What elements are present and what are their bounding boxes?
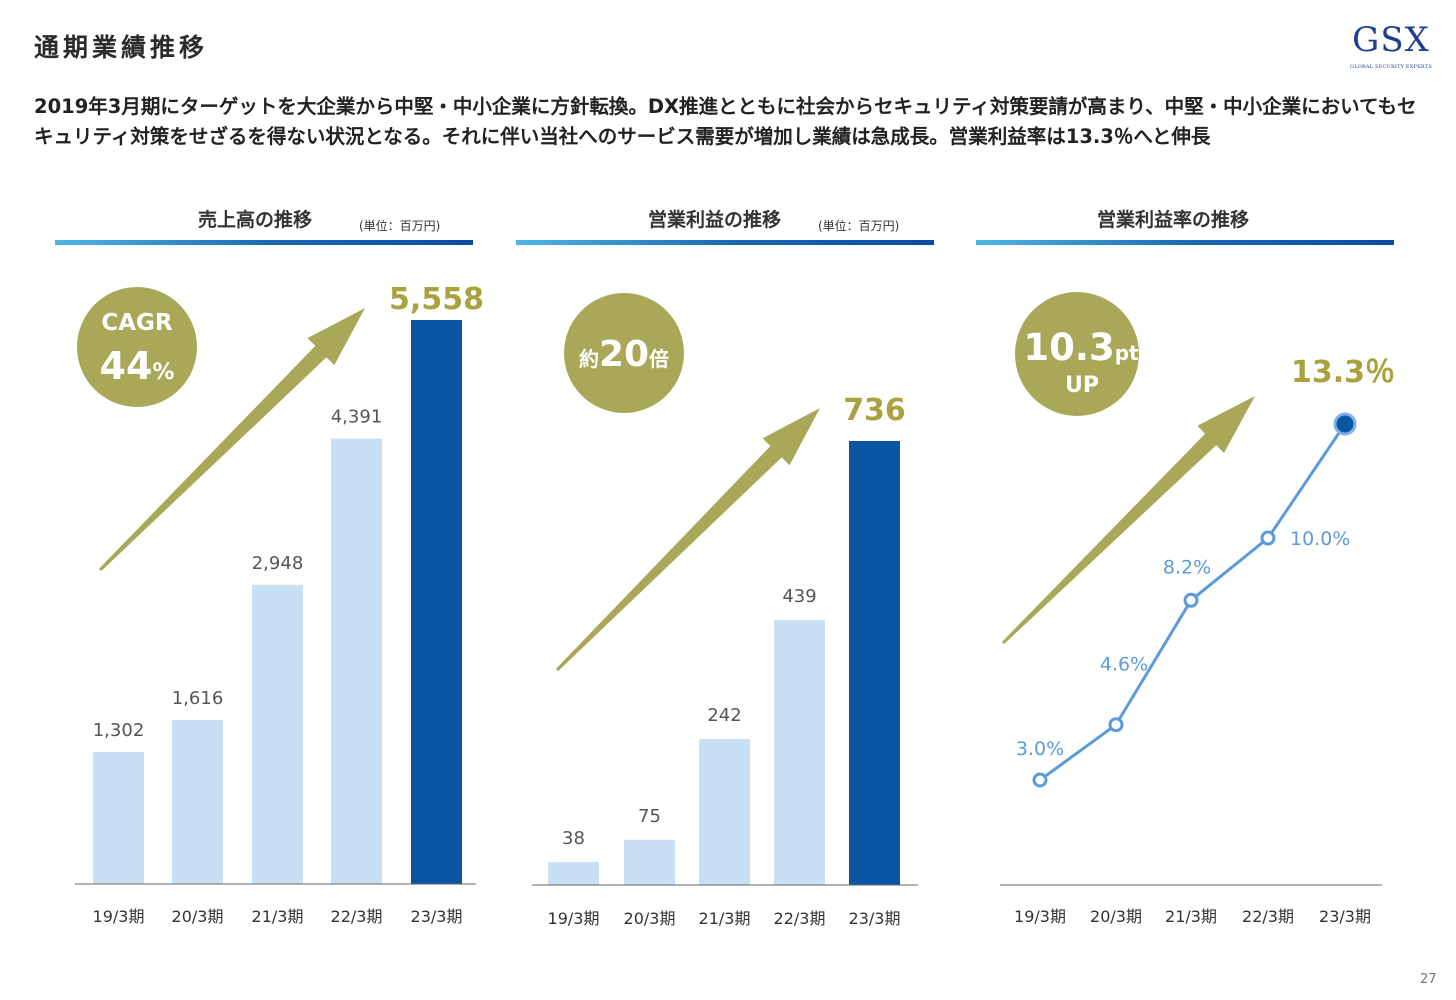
x-tick-label-margin: 19/3期 (1014, 907, 1066, 926)
bar-sales-23/3期 (411, 320, 462, 884)
bar-sales-20/3期 (172, 720, 223, 884)
panel-header-profit: 営業利益の推移 (単位：百万円) (516, 205, 934, 245)
x-tick-label-profit: 22/3期 (774, 909, 826, 928)
multiple-badge (564, 293, 684, 413)
x-tick-label-margin: 20/3期 (1090, 907, 1142, 926)
x-tick-label-sales: 20/3期 (172, 907, 224, 926)
data-label-margin: 13.3％ (1291, 355, 1395, 390)
data-label-sales: 5,558 (389, 282, 484, 317)
chart-profit-bars: 38 19/3期 75 20/3期 242 21/3期 439 22/3期 736 23/3期 (548, 393, 906, 928)
x-tick-label-profit: 19/3期 (548, 909, 600, 928)
gsx-logo: GSX GLOBAL SECURITY EXPERTS (1346, 20, 1436, 76)
cagr-value-number: 44 (100, 344, 153, 388)
data-label-sales: 1,616 (172, 688, 224, 709)
multiple-badge-value: 約20倍 (579, 334, 669, 375)
growth-arrow-profit (555, 408, 820, 672)
logo-subtext: GLOBAL SECURITY EXPERTS (1350, 64, 1432, 70)
bar-profit-19/3期 (548, 862, 599, 885)
data-label-profit: 736 (843, 393, 906, 428)
margin-badge-suffix: pt (1115, 341, 1139, 365)
x-tick-label-margin: 23/3期 (1319, 907, 1371, 926)
chart-margin-line: 3.0% 19/3期 4.6% 20/3期 8.2% 21/3期 10.0% 22/3期 13.… (1014, 355, 1395, 926)
x-tick-label-sales: 23/3期 (411, 907, 463, 926)
margin-badge-value: 10.3pt (1023, 326, 1139, 369)
data-label-profit: 38 (562, 828, 585, 849)
bar-profit-23/3期 (849, 441, 900, 885)
summary-text: 2019年3月期にターゲットを大企業から中堅・中小企業に方針転換。DX推進ととも… (34, 95, 1417, 148)
x-tick-label-sales: 22/3期 (331, 907, 383, 926)
cagr-badge (77, 287, 197, 407)
data-label-sales: 2,948 (252, 553, 304, 574)
panel-unit-profit: (単位：百万円) (818, 219, 900, 233)
data-label-profit: 75 (638, 806, 661, 827)
x-tick-label-profit: 20/3期 (624, 909, 676, 928)
cagr-badge-label: CAGR (101, 310, 173, 336)
bar-profit-21/3期 (699, 739, 750, 885)
data-label-profit: 439 (782, 586, 816, 607)
data-label-margin: 4.6% (1100, 654, 1148, 676)
multiple-prefix: 約 (579, 347, 599, 371)
x-tick-label-profit: 21/3期 (699, 909, 751, 928)
data-label-profit: 242 (707, 705, 741, 726)
panel-title-margin: 営業利益率の推移 (1097, 209, 1250, 231)
margin-point (1183, 592, 1199, 608)
x-tick-label-sales: 19/3期 (93, 907, 145, 926)
multiple-number: 20 (599, 334, 649, 375)
margin-point (1333, 412, 1357, 436)
x-tick-label-sales: 21/3期 (252, 907, 304, 926)
chart-sales-bars: 1,302 19/3期 1,616 20/3期 2,948 21/3期 4,391 22/3期… (93, 282, 484, 926)
margin-point (1108, 717, 1124, 733)
x-tick-label-margin: 22/3期 (1242, 907, 1294, 926)
data-label-margin: 3.0% (1016, 738, 1064, 760)
data-label-sales: 4,391 (331, 406, 383, 427)
panel-unit-sales: (単位：百万円) (359, 219, 441, 233)
margin-badge-label: UP (1065, 373, 1099, 398)
cagr-badge-value: 44% (100, 344, 175, 388)
data-label-sales: 1,302 (93, 720, 145, 741)
logo-text: GSX (1352, 20, 1430, 60)
x-tick-label-margin: 21/3期 (1165, 907, 1217, 926)
panel-underline-profit (516, 240, 934, 245)
panel-title-sales: 売上高の推移 (198, 209, 313, 231)
margin-badge (1015, 292, 1139, 416)
bar-profit-22/3期 (774, 620, 825, 885)
bar-sales-21/3期 (252, 584, 303, 884)
panel-header-margin: 営業利益率の推移 (976, 205, 1394, 245)
growth-arrow-sales (98, 308, 366, 572)
panel-underline-sales (55, 240, 473, 245)
panel-header-sales: 売上高の推移 (単位：百万円) (55, 205, 473, 245)
margin-point (1260, 530, 1276, 546)
x-tick-label-profit: 23/3期 (849, 909, 901, 928)
data-label-margin: 8.2% (1163, 556, 1211, 578)
cagr-value-suffix: % (152, 360, 174, 385)
page-title: 通期業績推移 (34, 33, 209, 62)
margin-point (1032, 772, 1048, 788)
bar-sales-22/3期 (331, 438, 382, 884)
margin-badge-number: 10.3 (1023, 326, 1114, 369)
page-number: 27 (1420, 972, 1437, 987)
data-label-margin: 10.0% (1290, 528, 1350, 550)
growth-arrow-margin (1002, 396, 1255, 645)
panel-underline-margin (976, 240, 1394, 245)
multiple-suffix: 倍 (649, 347, 669, 371)
bar-sales-19/3期 (93, 751, 144, 884)
bar-profit-20/3期 (624, 839, 675, 885)
panel-title-profit: 営業利益の推移 (648, 209, 782, 231)
